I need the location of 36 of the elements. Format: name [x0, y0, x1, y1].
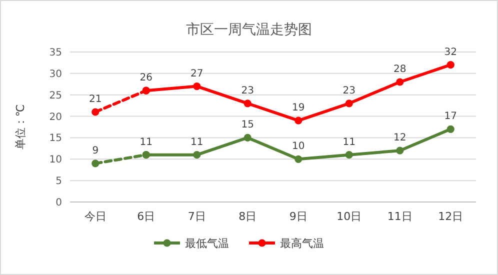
- y-tick-label: 15: [49, 133, 62, 144]
- data-label: 28: [394, 64, 406, 75]
- x-tick-label: 今日: [84, 210, 106, 223]
- data-label: 21: [89, 94, 102, 105]
- data-label: 11: [140, 136, 152, 148]
- data-label: 11: [342, 136, 356, 148]
- data-label: 12: [394, 132, 406, 144]
- data-label: 27: [190, 68, 204, 80]
- legend-label: 最低气温: [185, 236, 229, 250]
- data-label: 9: [92, 145, 99, 156]
- x-tick-label: 7日: [188, 210, 206, 223]
- data-label: 19: [292, 102, 305, 114]
- y-tick-label: 30: [49, 68, 62, 80]
- x-tick-label: 6日: [137, 210, 156, 223]
- data-label: 23: [241, 85, 254, 96]
- x-tick-label: 11日: [387, 210, 412, 223]
- data-label: 26: [140, 72, 152, 84]
- data-label: 11: [190, 136, 204, 148]
- x-tick-label: 8日: [238, 210, 257, 223]
- y-tick-label: 25: [49, 90, 62, 102]
- x-tick-label: 10日: [336, 210, 362, 223]
- x-tick-label: 9日: [289, 210, 308, 223]
- data-label: 17: [444, 111, 457, 122]
- y-tick-label: 5: [56, 176, 62, 188]
- y-tick-label: 0: [56, 198, 62, 208]
- y-axis-title: 单位：℃: [14, 104, 27, 150]
- chart-title: 市区一周气温走势图: [186, 22, 312, 38]
- data-label: 10: [292, 141, 305, 152]
- x-tick-label: 12日: [438, 210, 464, 223]
- y-tick-label: 10: [49, 154, 62, 166]
- y-tick-label: 35: [49, 48, 62, 58]
- data-label: 32: [444, 46, 457, 58]
- legend-label: 最高气温: [280, 236, 324, 250]
- data-label: 15: [241, 120, 254, 131]
- data-label: 23: [342, 85, 356, 96]
- y-tick-label: 20: [49, 112, 62, 123]
